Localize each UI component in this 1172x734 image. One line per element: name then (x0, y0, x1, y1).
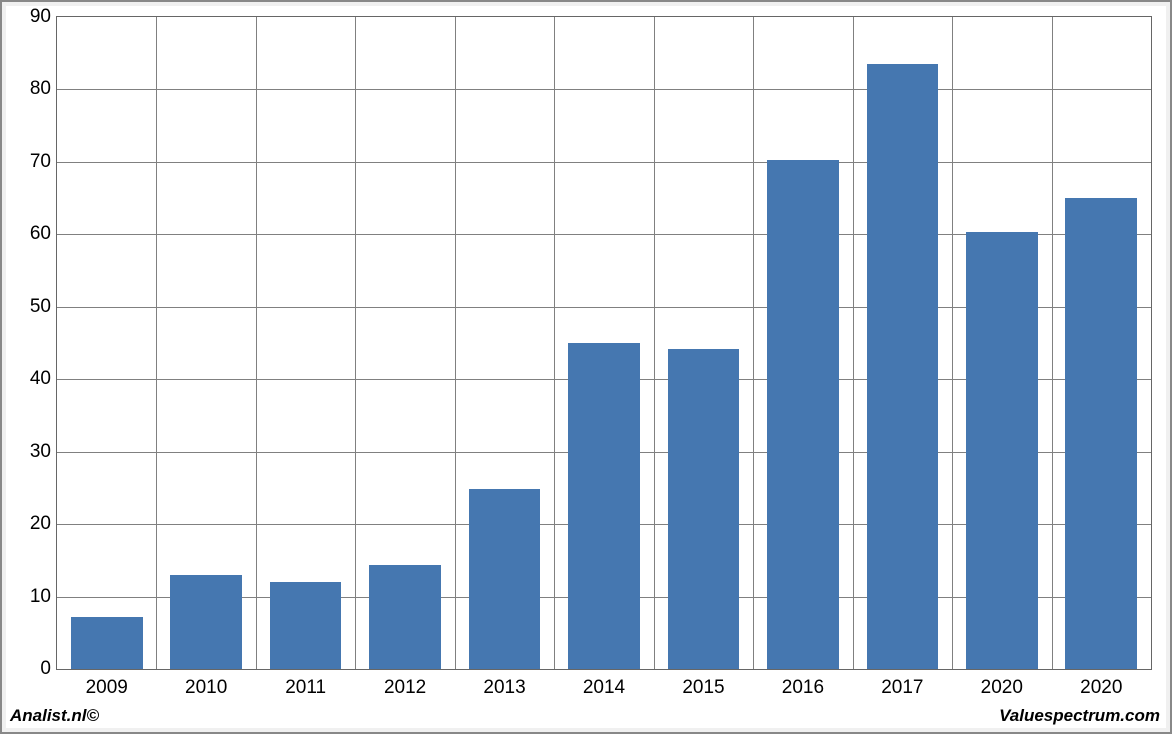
gridline-v (853, 17, 854, 669)
bar (668, 349, 740, 669)
x-axis-label: 2013 (483, 677, 525, 699)
gridline-h (57, 162, 1151, 163)
gridline-v (355, 17, 356, 669)
chart-inner: 0 10 20 30 40 50 60 70 80 90 2009 2010 2011 2012 2013 2… (6, 6, 1166, 728)
gridline-v (156, 17, 157, 669)
footer-right: Valuespectrum.com (999, 706, 1160, 726)
bar (71, 617, 143, 669)
gridline-v (1052, 17, 1053, 669)
x-axis-label: 2020 (981, 677, 1023, 699)
bar (767, 160, 839, 669)
y-axis-label: 0 (40, 658, 51, 680)
y-axis-label: 90 (30, 6, 51, 28)
y-axis-label: 30 (30, 441, 51, 463)
gridline-v (753, 17, 754, 669)
footer-left: Analist.nl© (10, 706, 99, 726)
bar (867, 64, 939, 669)
y-axis-label: 10 (30, 586, 51, 608)
x-axis-label: 2015 (682, 677, 724, 699)
y-axis-label: 40 (30, 368, 51, 390)
gridline-v (654, 17, 655, 669)
x-axis-label: 2016 (782, 677, 824, 699)
bar (369, 565, 441, 669)
bar (469, 489, 541, 669)
y-axis-label: 60 (30, 223, 51, 245)
bar (170, 575, 242, 669)
bar (1065, 198, 1137, 669)
plot-area: 0102030405060708090200920102011201220132… (56, 16, 1152, 670)
chart-container: 0 10 20 30 40 50 60 70 80 90 2009 2010 2011 2012 2013 2… (0, 0, 1172, 734)
gridline-v (554, 17, 555, 669)
bar (270, 582, 342, 669)
gridline-v (455, 17, 456, 669)
x-axis-label: 2011 (285, 677, 326, 699)
x-axis-label: 2020 (1080, 677, 1122, 699)
x-axis-label: 2014 (583, 677, 625, 699)
bar (568, 343, 640, 669)
gridline-v (256, 17, 257, 669)
x-axis-label: 2012 (384, 677, 426, 699)
y-axis-label: 80 (30, 78, 51, 100)
x-axis-label: 2017 (881, 677, 923, 699)
y-axis-label: 70 (30, 151, 51, 173)
y-axis-label: 20 (30, 513, 51, 535)
x-axis-label: 2010 (185, 677, 227, 699)
bar (966, 232, 1038, 669)
y-axis-label: 50 (30, 296, 51, 318)
gridline-h (57, 89, 1151, 90)
x-axis-label: 2009 (86, 677, 128, 699)
gridline-v (952, 17, 953, 669)
